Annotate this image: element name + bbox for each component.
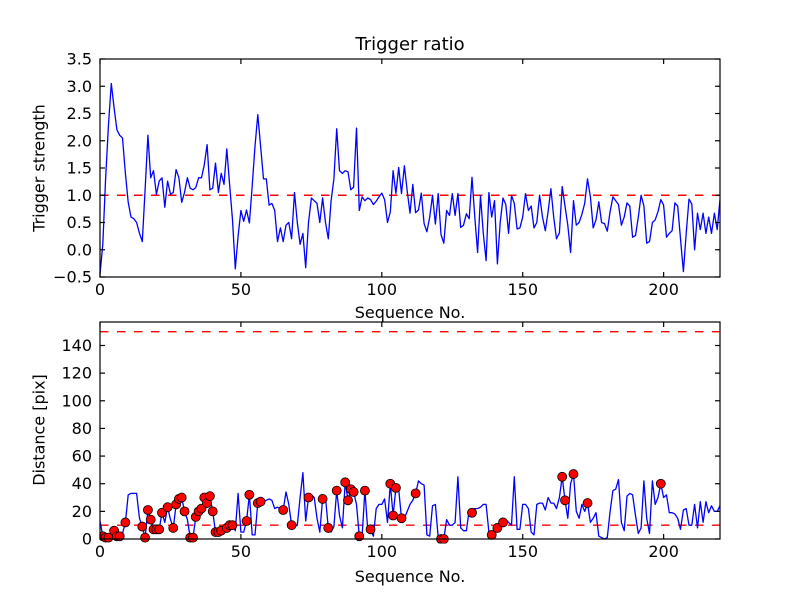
axes-frame bbox=[99, 321, 721, 540]
y-tick-label: 0.5 bbox=[67, 213, 92, 232]
data-marker bbox=[365, 524, 376, 535]
plot2-x-axis-label: Sequence No. bbox=[354, 567, 466, 586]
data-marker bbox=[241, 516, 252, 526]
y-tick-label: 2.5 bbox=[67, 104, 92, 123]
data-line bbox=[99, 472, 721, 540]
data-line bbox=[99, 82, 721, 275]
x-tick-label: 0 bbox=[95, 280, 105, 299]
y-tick-label: 120 bbox=[61, 364, 92, 383]
data-marker bbox=[145, 514, 156, 525]
data-marker bbox=[396, 513, 407, 524]
data-marker bbox=[179, 506, 190, 517]
data-marker bbox=[176, 492, 187, 503]
plot2-y-axis-label: Distance [pix] bbox=[29, 374, 49, 486]
data-marker bbox=[410, 488, 421, 499]
axes-frame bbox=[99, 58, 721, 278]
data-marker bbox=[348, 487, 359, 497]
data-marker bbox=[207, 506, 218, 517]
y-tick-label: 140 bbox=[61, 336, 92, 355]
data-marker bbox=[340, 477, 351, 488]
x-tick-label: 150 bbox=[507, 280, 538, 299]
y-tick-label: 40 bbox=[72, 474, 92, 493]
data-marker bbox=[388, 510, 398, 521]
data-marker bbox=[205, 491, 215, 502]
data-marker bbox=[140, 532, 150, 543]
y-tick-label: 3.5 bbox=[67, 50, 92, 69]
data-marker bbox=[162, 502, 173, 513]
data-marker bbox=[227, 520, 238, 531]
data-marker bbox=[331, 485, 342, 496]
plot1-title: Trigger ratio bbox=[355, 34, 465, 55]
y-tick-label: 0.0 bbox=[67, 240, 92, 259]
data-marker bbox=[154, 524, 165, 535]
x-tick-label: 50 bbox=[231, 542, 251, 561]
x-tick-label: 200 bbox=[648, 280, 679, 299]
y-tick-label: −0.5 bbox=[53, 268, 92, 287]
y-tick-label: 80 bbox=[72, 419, 92, 438]
y-tick-label: 1.0 bbox=[67, 186, 92, 205]
y-tick-label: 100 bbox=[61, 391, 92, 410]
data-marker bbox=[286, 520, 297, 531]
subplot-1: 0 50 100 150 200 −0.5 0.0 0.5 1.0 1.5 2.0 2.5 3.0 3.5 bbox=[53, 50, 721, 299]
subplot-2: 0 50 100 150 200 0 20 40 60 80 100 120 140 bbox=[61, 321, 721, 561]
y-tick-label: 3.0 bbox=[67, 77, 92, 96]
data-marker bbox=[137, 521, 148, 532]
data-marker bbox=[557, 471, 568, 482]
data-marker bbox=[391, 482, 401, 493]
data-marker bbox=[343, 495, 353, 506]
x-tick-label: 100 bbox=[367, 280, 398, 299]
x-tick-label: 100 bbox=[367, 542, 398, 561]
data-marker bbox=[323, 523, 334, 533]
x-tick-label: 200 bbox=[648, 542, 679, 561]
y-tick-label: 60 bbox=[72, 447, 92, 466]
x-tick-label: 50 bbox=[231, 280, 251, 299]
y-tick-label: 20 bbox=[72, 502, 92, 521]
y-tick-label: 0 bbox=[82, 530, 92, 549]
data-marker bbox=[255, 496, 266, 507]
data-marker bbox=[467, 507, 477, 518]
data-marker bbox=[582, 498, 593, 508]
plot1-y-axis-label: Trigger strength bbox=[29, 104, 49, 232]
data-marker bbox=[168, 523, 179, 533]
data-marker bbox=[560, 495, 570, 506]
x-tick-label: 150 bbox=[507, 542, 538, 561]
plot1-x-axis-label: Sequence No. bbox=[354, 303, 466, 322]
y-tick-label: 2.0 bbox=[67, 131, 92, 150]
data-marker bbox=[143, 505, 153, 515]
data-marker bbox=[278, 505, 289, 515]
x-tick-label: 0 bbox=[95, 542, 105, 561]
data-marker bbox=[244, 489, 255, 500]
y-tick-label: 1.5 bbox=[67, 159, 92, 178]
data-marker bbox=[655, 478, 666, 489]
data-marker bbox=[568, 469, 579, 479]
data-marker bbox=[188, 532, 198, 543]
data-marker bbox=[317, 494, 328, 504]
data-marker bbox=[498, 517, 508, 528]
data-marker bbox=[120, 517, 131, 528]
data-marker bbox=[360, 485, 370, 496]
data-marker bbox=[303, 492, 314, 503]
